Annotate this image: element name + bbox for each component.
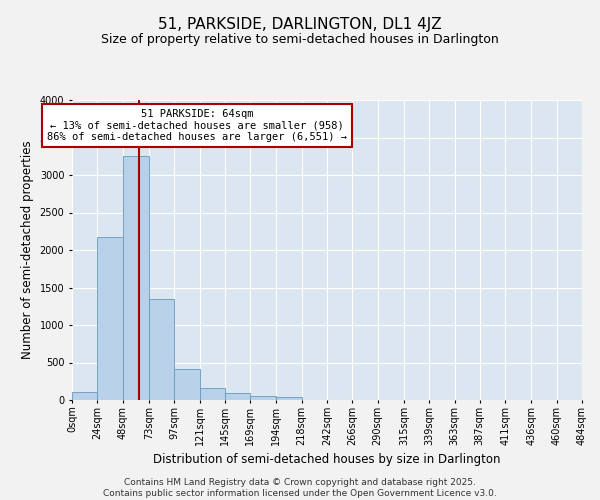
Bar — [122, 156, 149, 400]
Bar — [277, 396, 302, 400]
Bar — [250, 396, 277, 400]
Bar — [225, 392, 250, 400]
Bar — [97, 238, 122, 400]
Text: Size of property relative to semi-detached houses in Darlington: Size of property relative to semi-detach… — [101, 32, 499, 46]
Bar — [72, 392, 97, 400]
Text: 51 PARKSIDE: 64sqm
← 13% of semi-detached houses are smaller (958)
86% of semi-d: 51 PARKSIDE: 64sqm ← 13% of semi-detache… — [47, 109, 347, 142]
Y-axis label: Number of semi-detached properties: Number of semi-detached properties — [21, 140, 34, 360]
Bar — [149, 298, 174, 400]
Text: Contains HM Land Registry data © Crown copyright and database right 2025.
Contai: Contains HM Land Registry data © Crown c… — [103, 478, 497, 498]
X-axis label: Distribution of semi-detached houses by size in Darlington: Distribution of semi-detached houses by … — [153, 454, 501, 466]
Text: 51, PARKSIDE, DARLINGTON, DL1 4JZ: 51, PARKSIDE, DARLINGTON, DL1 4JZ — [158, 18, 442, 32]
Bar — [199, 388, 225, 400]
Bar — [174, 369, 199, 400]
